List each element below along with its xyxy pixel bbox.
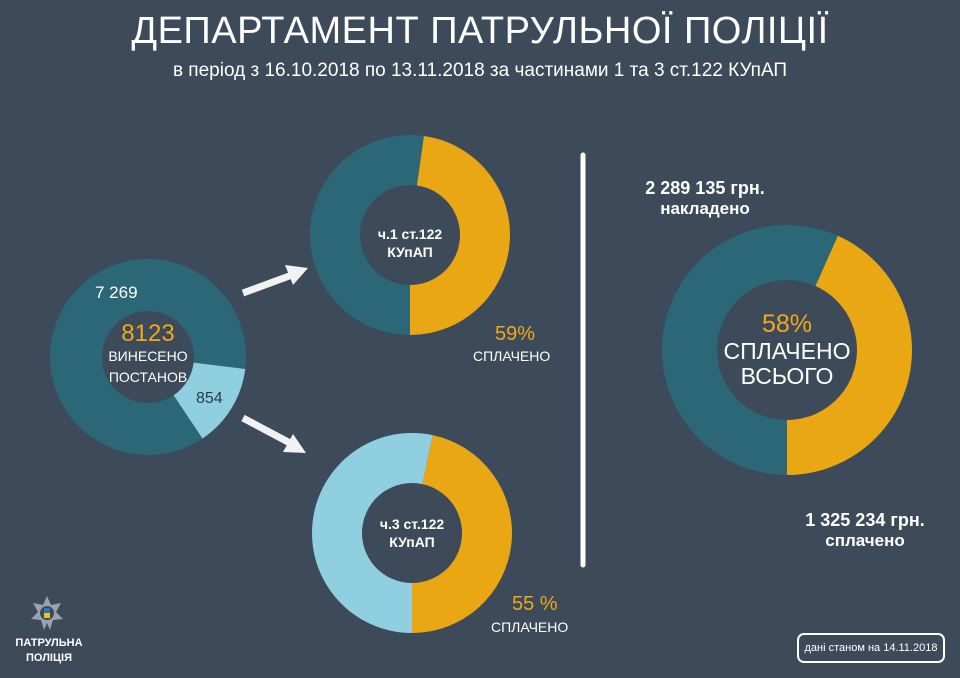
- paid-percent-part1: 59%: [495, 323, 536, 345]
- imposed-amount: 2 289 135 грн.: [645, 178, 765, 198]
- total-paid-percent: 58%: [761, 310, 813, 338]
- arrow-down-right: [241, 414, 306, 453]
- paid-percent-part3: 55 %: [512, 593, 558, 615]
- slice-paid-total: [787, 235, 913, 475]
- paid-amount: 1 325 234 грн.: [805, 510, 925, 530]
- center-label-1: СПЛАЧЕНО: [723, 338, 851, 364]
- arrow-up-right: [241, 265, 308, 297]
- slice-unpaid-part1: [309, 135, 424, 335]
- slice-unpaid-part3: [311, 433, 433, 633]
- slice-paid-part3: [412, 435, 512, 633]
- center-label-1: ч.3 ст.122: [379, 516, 445, 532]
- slice-paid-part1: [410, 135, 510, 335]
- slice-label-854: 854: [196, 390, 223, 407]
- paid-caption: СПЛАЧЕНО: [491, 619, 569, 635]
- paid-caption: СПЛАЧЕНО: [473, 348, 551, 364]
- slice-part1-decisions: [50, 258, 247, 455]
- center-label-2: ВСЬОГО: [740, 363, 834, 389]
- slice-label-7269: 7 269: [95, 283, 138, 302]
- center-label-2: ПОСТАНОВ: [108, 369, 188, 385]
- logo-text-line2: ПОЛІЦІЯ: [26, 652, 72, 664]
- center-label-1: ВИНЕСЕНО: [108, 348, 188, 364]
- center-label-1: ч.1 ст.122: [377, 226, 443, 242]
- total-decisions-value: 8123: [121, 320, 175, 347]
- slice-part3-decisions: [173, 362, 246, 439]
- page-title: ДЕПАРТАМЕНТ ПАТРУЛЬНОЇ ПОЛІЦІЇ: [131, 10, 829, 52]
- police-star-logo-icon: [31, 596, 63, 630]
- page-subtitle: в період з 16.10.2018 по 13.11.2018 за ч…: [172, 60, 788, 81]
- paid-label: сплачено: [825, 531, 905, 550]
- imposed-label: накладено: [660, 199, 750, 218]
- data-date-note: дані станом на 14.11.2018: [797, 633, 945, 663]
- center-label-2: КУпАП: [389, 534, 435, 550]
- logo-text-line1: ПАТРУЛЬНА: [15, 637, 83, 649]
- slice-unpaid-total: [662, 224, 838, 476]
- center-label-2: КУпАП: [387, 244, 433, 260]
